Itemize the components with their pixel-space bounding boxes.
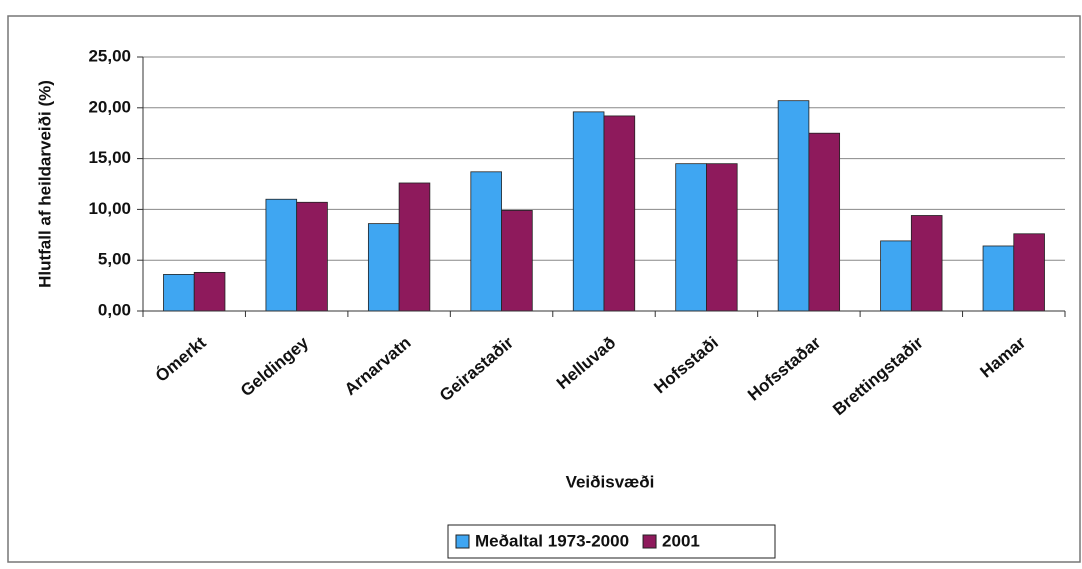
y-tick-label: 20,00 <box>88 97 131 116</box>
bar <box>572 111 605 312</box>
bar <box>603 115 636 312</box>
legend-swatch <box>642 534 657 549</box>
bar <box>910 215 943 312</box>
bar <box>675 163 707 312</box>
legend-swatch <box>455 534 470 549</box>
bar <box>367 223 400 312</box>
y-tick-label: 25,00 <box>88 46 131 65</box>
bar <box>706 163 738 312</box>
bar <box>296 201 328 312</box>
bar <box>777 100 810 312</box>
y-tick-label: 15,00 <box>88 148 131 167</box>
bar <box>808 132 841 312</box>
legend-box <box>447 524 776 559</box>
legend-label: Meðaltal 1973-2000 <box>475 531 629 550</box>
bar <box>880 240 912 312</box>
x-axis-title: Veiðisvæði <box>566 472 655 491</box>
y-axis-title: Hlutfall af heildarveiði (%) <box>35 80 54 288</box>
bar <box>163 274 195 312</box>
y-tick-label: 10,00 <box>88 199 131 218</box>
bar <box>265 198 298 312</box>
bar <box>470 171 502 312</box>
legend-label: 2001 <box>662 531 700 550</box>
bar <box>193 271 226 312</box>
bar <box>501 210 533 312</box>
bar <box>398 182 431 312</box>
y-tick-label: 0,00 <box>98 300 131 319</box>
y-tick-label: 5,00 <box>98 250 131 269</box>
bar <box>982 245 1015 312</box>
bar <box>1013 233 1045 312</box>
